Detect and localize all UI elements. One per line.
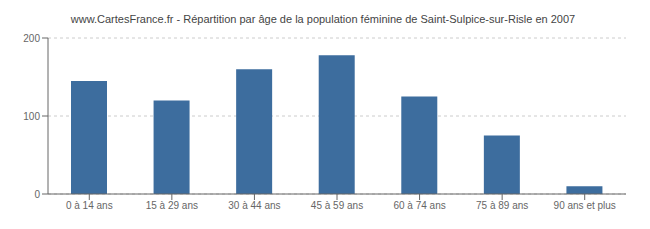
svg-text:90 ans et plus: 90 ans et plus — [554, 200, 616, 211]
svg-text:15 à 29 ans: 15 à 29 ans — [146, 200, 198, 211]
svg-text:0: 0 — [34, 189, 40, 200]
svg-text:200: 200 — [23, 33, 40, 44]
svg-text:75 à 89 ans: 75 à 89 ans — [476, 200, 528, 211]
svg-text:45 à 59 ans: 45 à 59 ans — [311, 200, 363, 211]
svg-text:60 à 74 ans: 60 à 74 ans — [393, 200, 445, 211]
svg-text:0 à 14 ans: 0 à 14 ans — [66, 200, 113, 211]
svg-text:30 à 44 ans: 30 à 44 ans — [228, 200, 280, 211]
html-text:www.CartesFrance.fr - Répartit: www.CartesFrance.fr - Répartition par âg… — [70, 13, 576, 25]
svg-text:100: 100 — [23, 111, 40, 122]
